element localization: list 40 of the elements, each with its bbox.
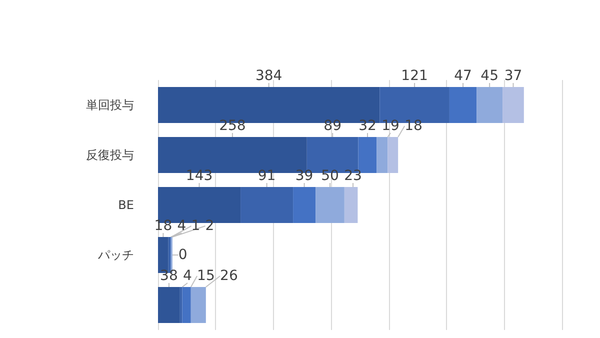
y-tick-label: BE	[118, 198, 134, 212]
data-label: 91	[258, 168, 276, 184]
y-tick-label: 反復投与	[86, 148, 134, 162]
data-label: 143	[186, 168, 213, 184]
data-label: 384	[255, 68, 282, 84]
data-label: 37	[504, 68, 522, 84]
data-label: 0	[178, 247, 188, 263]
bar	[476, 87, 503, 123]
bar	[240, 187, 294, 223]
bar	[502, 87, 524, 123]
bar	[293, 187, 316, 223]
data-label: 50	[321, 168, 339, 184]
y-tick-label: 単回投与	[86, 98, 134, 112]
bar	[449, 87, 477, 123]
data-label: 47	[454, 68, 472, 84]
data-label: 18	[404, 118, 422, 134]
data-label: 4	[183, 268, 192, 284]
data-label: 258	[219, 118, 246, 134]
data-label: 4	[177, 218, 186, 234]
data-label: 15	[197, 268, 215, 284]
data-label: 38	[160, 268, 178, 284]
data-label: 121	[401, 68, 428, 84]
bar	[388, 137, 398, 173]
bar	[316, 187, 344, 223]
data-label: 39	[295, 168, 314, 184]
data-label: 2	[205, 218, 214, 234]
data-label: 1	[191, 218, 200, 234]
bar	[344, 187, 358, 223]
data-label: 45	[480, 68, 498, 84]
bar	[158, 287, 180, 323]
bar	[190, 287, 206, 323]
data-label: 19	[382, 118, 400, 134]
data-label: 18	[154, 218, 172, 234]
data-label: 32	[358, 118, 376, 134]
bar	[182, 287, 191, 323]
data-label: 26	[220, 268, 238, 284]
data-label: 89	[324, 118, 342, 134]
data-label: 23	[344, 168, 362, 184]
y-tick-label: パッチ	[97, 248, 134, 262]
bar	[376, 137, 388, 173]
